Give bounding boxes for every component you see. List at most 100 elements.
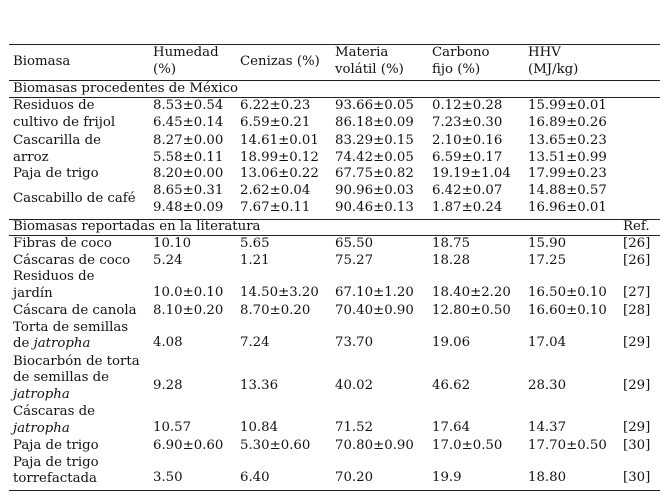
mexico-cell: 8.27±0.00: [153, 133, 224, 148]
mexico-cell: 5.58±0.11: [153, 149, 224, 165]
header-bottom-rule: [9, 80, 660, 81]
literature-cell: 16.50±0.10: [528, 284, 607, 300]
column-header-0: Biomasa: [13, 54, 71, 69]
literature-row-name: Torta de semillas: [13, 319, 129, 335]
literature-cell: 17.70±0.50: [528, 438, 607, 453]
literature-cell: 67.10±1.20: [335, 284, 414, 300]
table-top-rule: [9, 44, 660, 45]
section-mexico-bottom-rule: [9, 219, 660, 220]
literature-cell: 9.28: [153, 378, 183, 394]
literature-cell: 17.04: [528, 335, 567, 350]
mexico-cell: 2.62±0.04: [240, 183, 311, 198]
literature-cell: 17.0±0.50: [432, 438, 503, 453]
literature-row-name: Paja de trigo: [13, 438, 99, 453]
literature-cell: 6.40: [240, 470, 270, 485]
mexico-cell: 86.18±0.09: [335, 114, 414, 130]
literature-cell: 70.20: [335, 470, 374, 485]
literature-ref: [29]: [623, 335, 651, 350]
literature-cell: 14.37: [528, 419, 567, 435]
literature-cell: 19.9: [432, 470, 462, 485]
literature-cell: 17.64: [432, 419, 471, 435]
literature-row-name: Cáscara de canola: [13, 303, 137, 318]
mexico-cell: 6.42±0.07: [432, 183, 503, 198]
ref-column-header: Ref.: [623, 219, 650, 234]
literature-cell: 10.10: [153, 236, 192, 251]
mexico-cell: 6.22±0.23: [240, 98, 311, 113]
column-header-1: (%): [153, 61, 177, 77]
mexico-row-name: cultivo de frijol: [13, 114, 116, 130]
mexico-cell: 6.45±0.14: [153, 114, 224, 130]
mexico-cell: 16.89±0.26: [528, 114, 607, 130]
literature-cell: 10.0±0.10: [153, 284, 224, 300]
mexico-cell: 13.51±0.99: [528, 149, 607, 165]
literature-row-name: jatropha: [13, 420, 70, 436]
mexico-cell: 18.99±0.12: [240, 149, 319, 165]
mexico-cell: 7.23±0.30: [432, 114, 503, 130]
mexico-cell: 13.06±0.22: [240, 166, 319, 181]
mexico-row-name: Paja de trigo: [13, 166, 99, 181]
literature-row-name: Cáscaras de coco: [13, 252, 131, 268]
literature-cell: 17.25: [528, 252, 567, 268]
literature-ref: [27]: [623, 284, 651, 300]
mexico-cell: 13.65±0.23: [528, 133, 607, 148]
literature-row-name: de semillas de: [13, 370, 110, 385]
literature-ref: [30]: [623, 438, 651, 453]
literature-cell: 18.28: [432, 252, 471, 268]
mexico-cell: 17.99±0.23: [528, 166, 607, 181]
literature-cell: 18.80: [528, 470, 567, 485]
mexico-row-name: arroz: [13, 149, 49, 165]
literature-row-name: Cáscaras de: [13, 404, 96, 419]
literature-row-name: Biocarbón de torta: [13, 353, 140, 369]
literature-cell: 3.50: [153, 470, 183, 485]
mexico-row-name: Residuos de: [13, 98, 95, 113]
column-header-4: Carbono: [432, 45, 490, 60]
mexico-row-name: Cascarilla de: [13, 133, 101, 148]
column-header-1: Humedad: [153, 45, 219, 60]
literature-cell: 6.90±0.60: [153, 438, 224, 453]
mexico-cell: 14.61±0.01: [240, 133, 319, 148]
literature-cell: 70.40±0.90: [335, 303, 414, 318]
literature-cell: 19.06: [432, 335, 471, 350]
literature-ref: [29]: [623, 419, 651, 435]
literature-cell: 71.52: [335, 419, 374, 435]
literature-cell: 5.30±0.60: [240, 438, 311, 453]
literature-cell: 5.65: [240, 236, 270, 251]
literature-cell: 8.10±0.20: [153, 303, 224, 318]
column-header-5: (MJ/kg): [528, 61, 579, 77]
mexico-cell: 19.19±1.04: [432, 166, 511, 181]
mexico-cell: 6.59±0.17: [432, 149, 503, 165]
literature-cell: 65.50: [335, 236, 374, 251]
literature-cell: 15.90: [528, 236, 567, 251]
mexico-cell: 6.59±0.21: [240, 114, 311, 130]
mexico-cell: 2.10±0.16: [432, 133, 503, 148]
mexico-cell: 67.75±0.82: [335, 166, 414, 181]
mexico-cell: 8.20±0.00: [153, 166, 224, 181]
literature-cell: 13.36: [240, 378, 279, 394]
mexico-cell: 9.48±0.09: [153, 199, 224, 215]
mexico-cell: 8.53±0.54: [153, 98, 224, 113]
mexico-cell: 14.88±0.57: [528, 183, 607, 198]
literature-ref: [30]: [623, 470, 651, 485]
section-title-literature: Biomasas reportadas en la literatura: [13, 219, 261, 234]
mexico-cell: 8.65±0.31: [153, 183, 224, 198]
literature-ref: [26]: [623, 252, 651, 268]
section-literature-rule: [9, 235, 660, 236]
literature-cell: 5.24: [153, 252, 183, 268]
literature-ref: [28]: [623, 303, 651, 318]
mexico-cell: 74.42±0.05: [335, 149, 414, 165]
column-header-3: volátil (%): [335, 61, 404, 77]
mexico-cell: 83.29±0.15: [335, 133, 414, 148]
mexico-cell: 15.99±0.01: [528, 98, 607, 113]
literature-ref: [26]: [623, 236, 651, 251]
mexico-cell: 1.87±0.24: [432, 199, 503, 215]
section-title-mexico: Biomasas procedentes de México: [13, 81, 239, 96]
mexico-cell: 90.46±0.13: [335, 199, 414, 215]
literature-cell: 40.02: [335, 378, 374, 394]
mexico-row-name: Cascabillo de café: [13, 191, 136, 207]
column-header-2: Cenizas (%): [240, 54, 320, 69]
literature-row-name: jatropha: [13, 386, 70, 402]
literature-row-name: Paja de trigo: [13, 454, 99, 470]
mexico-cell: 93.66±0.05: [335, 98, 414, 113]
literature-cell: 10.57: [153, 419, 192, 435]
